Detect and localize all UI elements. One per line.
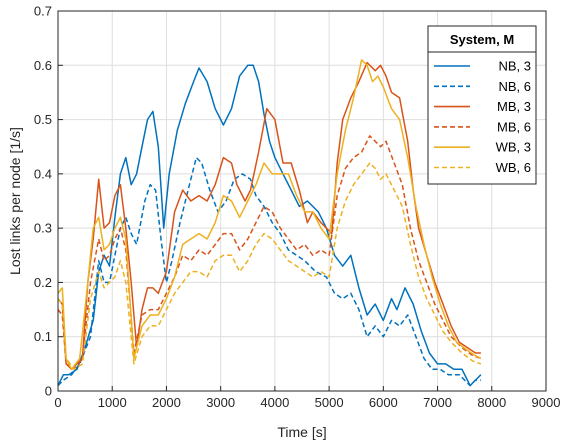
x-tick-label: 5000 [315, 395, 344, 410]
legend-label: MB, 3 [497, 99, 531, 114]
x-tick-label: 3000 [206, 395, 235, 410]
legend-label: WB, 6 [496, 160, 531, 175]
y-tick-label: 0.4 [34, 166, 52, 181]
legend-title: System, M [450, 32, 514, 47]
x-tick-label: 8000 [477, 395, 506, 410]
series-line-6 [57, 162, 482, 371]
y-tick-label: 0.1 [34, 329, 52, 344]
series-line-1 [57, 64, 482, 387]
legend-label: NB, 6 [498, 79, 531, 94]
x-tick-label: 1000 [98, 395, 127, 410]
legend: System, M NB, 3 NB, 6 MB, 3 MB, 6 WB, 3 WB, 6 [427, 25, 537, 185]
y-tick-label: 0.3 [34, 221, 52, 236]
y-tick-label: 0.2 [34, 275, 52, 290]
x-tick-label: 6000 [369, 395, 398, 410]
plot-frame [57, 10, 547, 392]
series-line-4 [57, 135, 482, 371]
x-axis-ticks: 0 1000 2000 3000 4000 5000 6000 7000 8000 9000 [54, 386, 560, 410]
legend-label: MB, 6 [497, 119, 531, 134]
legend-items: NB, 3 NB, 6 MB, 3 MB, 6 WB, 3 WB, 6 [434, 59, 531, 175]
y-axis-label: Lost links per node [1/s] [7, 127, 23, 275]
y-tick-label: 0.6 [34, 58, 52, 73]
y-tick-label: 0.5 [34, 112, 52, 127]
legend-label: WB, 3 [496, 140, 531, 155]
y-tick-label: 0.7 [34, 4, 52, 19]
series-line-2 [57, 156, 481, 387]
series-lines [57, 59, 482, 387]
series-line-3 [57, 61, 481, 371]
x-tick-label: 0 [54, 395, 61, 410]
legend-label: NB, 3 [498, 59, 531, 74]
x-tick-label: 7000 [423, 395, 452, 410]
x-tick-label: 9000 [532, 395, 561, 410]
series-line-5 [57, 59, 482, 371]
x-axis-label: Time [s] [277, 424, 326, 440]
x-tick-label: 2000 [152, 395, 181, 410]
x-tick-label: 4000 [260, 395, 289, 410]
y-tick-label: 0 [45, 384, 52, 399]
y-axis-ticks: 0 0.1 0.2 0.3 0.4 0.5 0.6 0.7 [34, 4, 63, 399]
